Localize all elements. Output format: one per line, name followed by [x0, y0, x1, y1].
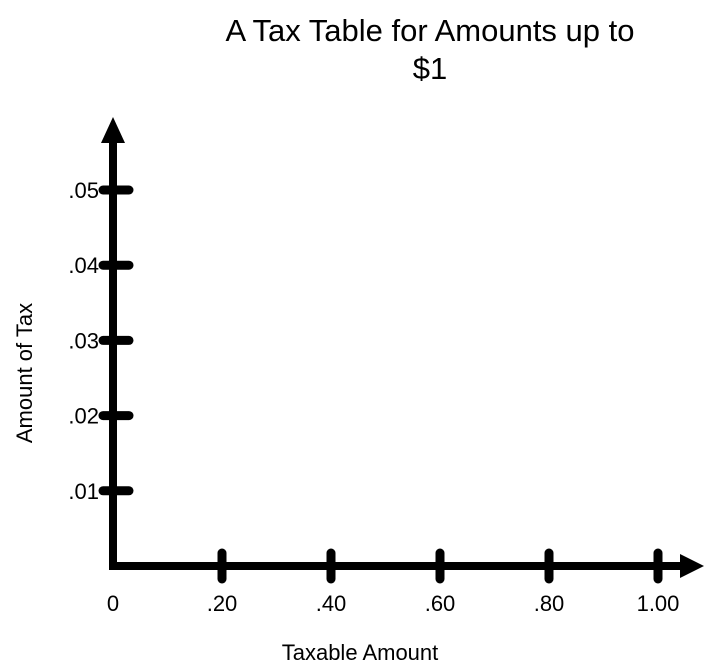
tick-labels: .01 .02 .03 .04 .05 0 .20 .40 .60 .80 1.00 — [68, 178, 679, 616]
x-tick-label: .20 — [207, 591, 238, 616]
y-axis-label: Amount of Tax — [12, 302, 37, 444]
x-tick-label: 1.00 — [637, 591, 680, 616]
x-axis-arrow — [680, 554, 704, 578]
y-tick-label: .02 — [68, 404, 99, 429]
chart-title-line-2: $1 — [412, 51, 448, 86]
y-tick-label: .01 — [68, 479, 99, 504]
ticks — [98, 185, 663, 584]
x-tick-label: .40 — [316, 591, 347, 616]
x-tick-label: .60 — [425, 591, 456, 616]
axes — [101, 117, 704, 578]
y-tick-label: .04 — [68, 253, 99, 278]
y-tick-label: .03 — [68, 328, 99, 353]
x-axis-label: Taxable Amount — [281, 640, 439, 665]
y-axis-arrow — [101, 117, 125, 143]
chart-title: A Tax Table for Amounts up to $1 — [160, 12, 700, 88]
x-tick-label: .80 — [534, 591, 565, 616]
y-tick-label: .05 — [68, 178, 99, 203]
chart-title-line-1: A Tax Table for Amounts up to — [225, 13, 635, 48]
x-tick-label: 0 — [107, 591, 119, 616]
